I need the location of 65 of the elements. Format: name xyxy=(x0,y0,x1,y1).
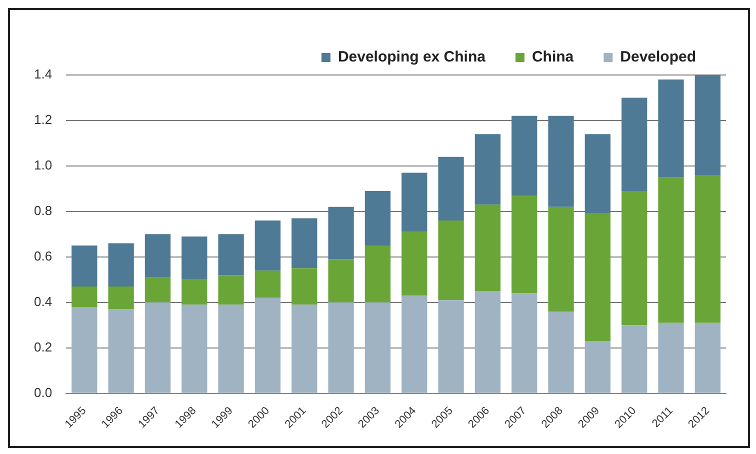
bar xyxy=(144,234,171,278)
y-tick-label: 0.6 xyxy=(34,248,52,264)
bar xyxy=(658,177,684,323)
bar xyxy=(694,75,720,176)
bar xyxy=(548,312,574,393)
bar xyxy=(182,304,208,393)
y-tick-label: 0.0 xyxy=(34,384,52,400)
bar xyxy=(622,190,648,326)
bar xyxy=(438,220,464,300)
bar xyxy=(402,296,428,393)
bar xyxy=(658,322,684,393)
bar xyxy=(584,214,611,342)
y-tick-label: 1.2 xyxy=(34,112,52,128)
bar xyxy=(328,206,354,260)
bar xyxy=(218,234,244,276)
y-tick-label: 1.4 xyxy=(34,66,52,82)
bar xyxy=(182,280,208,305)
bar xyxy=(72,246,98,286)
bar xyxy=(144,277,171,302)
bar xyxy=(584,341,611,393)
y-tick-label: 0.4 xyxy=(34,294,52,309)
bar xyxy=(144,302,171,393)
bar xyxy=(292,268,318,305)
bar xyxy=(474,204,501,292)
bar xyxy=(402,172,428,232)
bar xyxy=(512,116,538,196)
bar xyxy=(584,134,611,214)
bar xyxy=(438,300,464,393)
bar xyxy=(474,291,501,393)
bar xyxy=(658,80,684,178)
bar xyxy=(622,325,648,393)
y-tick-label: 0.8 xyxy=(34,203,52,218)
y-tick-label: 0.2 xyxy=(34,339,52,354)
bar xyxy=(72,306,98,393)
bar xyxy=(218,304,244,393)
bar xyxy=(108,243,134,286)
bar xyxy=(218,275,244,305)
bar xyxy=(108,286,134,310)
bar xyxy=(512,293,538,393)
bar xyxy=(694,175,720,323)
bar xyxy=(438,156,464,221)
bar xyxy=(292,304,318,393)
bar xyxy=(548,206,574,312)
bar xyxy=(474,134,501,205)
bar xyxy=(72,286,98,307)
legend-label: China xyxy=(532,48,574,66)
bar xyxy=(254,298,281,393)
bar xyxy=(108,309,134,393)
bar xyxy=(622,98,648,191)
bar xyxy=(254,220,281,271)
bar xyxy=(364,246,391,302)
bar xyxy=(254,270,281,298)
bar xyxy=(328,302,354,393)
y-tick-label: 1.0 xyxy=(34,158,52,173)
legend-label: Developed xyxy=(620,48,696,66)
bar xyxy=(292,218,318,268)
bar xyxy=(512,196,538,294)
legend-label: Developing ex China xyxy=(338,48,486,66)
bar xyxy=(402,232,428,296)
bar xyxy=(364,302,391,393)
bar xyxy=(694,322,720,393)
bar xyxy=(548,116,574,207)
bar xyxy=(328,259,354,302)
bar xyxy=(364,190,391,246)
bar xyxy=(182,236,208,280)
